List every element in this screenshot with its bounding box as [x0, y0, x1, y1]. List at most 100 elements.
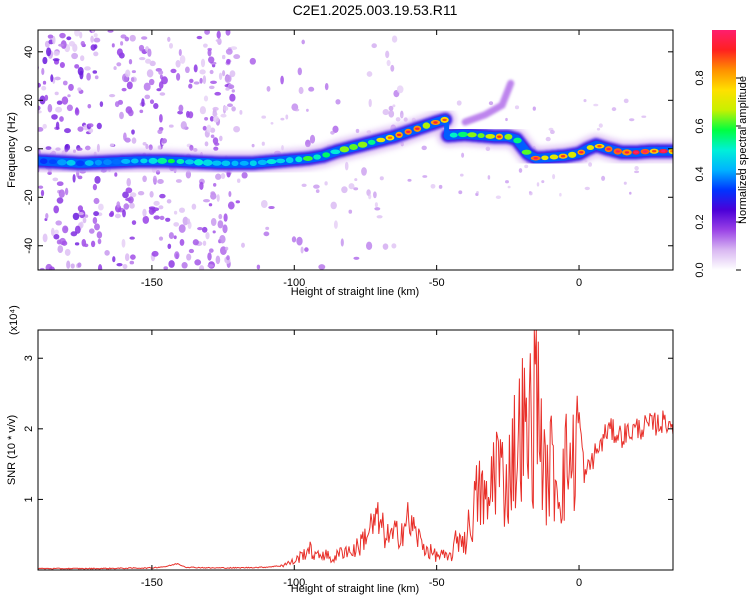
- noise-blob: [61, 96, 69, 105]
- noise-blob: [88, 128, 94, 134]
- noise-blob: [123, 132, 127, 141]
- noise-blob: [379, 176, 384, 181]
- noise-blob: [74, 242, 80, 246]
- noise-blob: [353, 187, 359, 191]
- noise-blob: [208, 56, 215, 64]
- noise-blob: [536, 182, 540, 187]
- noise-blob: [353, 256, 360, 260]
- noise-blob: [90, 35, 94, 43]
- snr-xtick-label: 0: [576, 577, 582, 589]
- noise-blob: [114, 213, 121, 219]
- ridge-peak: [357, 141, 368, 148]
- noise-blob: [186, 218, 191, 225]
- ridge-peak: [157, 157, 168, 164]
- noise-blob: [66, 104, 73, 112]
- noise-blob: [153, 103, 159, 109]
- noise-blob: [532, 106, 536, 111]
- noise-blob: [47, 34, 54, 39]
- noise-blob: [141, 36, 148, 40]
- noise-blob: [335, 99, 341, 105]
- noise-blob: [229, 93, 236, 102]
- ridge-peak: [504, 133, 513, 140]
- noise-blob: [330, 130, 335, 135]
- noise-blob: [64, 144, 69, 153]
- spectrogram-ylabel: Frequency (Hz): [6, 112, 18, 188]
- noise-blob: [83, 243, 89, 248]
- ridge-peak: [302, 155, 313, 162]
- noise-blob: [79, 221, 84, 229]
- noise-blob: [97, 238, 102, 245]
- noise-blob: [58, 189, 65, 198]
- noise-blob: [203, 199, 210, 203]
- noise-blob: [224, 74, 232, 84]
- ridge-peak: [349, 144, 358, 150]
- noise-blob: [77, 262, 82, 268]
- noise-blob: [167, 36, 171, 42]
- noise-blob: [125, 69, 131, 78]
- spectrogram-ytick-label: -40: [23, 238, 35, 254]
- noise-blob: [208, 248, 214, 253]
- noise-blob: [391, 35, 398, 43]
- noise-blob: [368, 98, 372, 108]
- noise-blob: [221, 54, 226, 60]
- spectrogram-ytick-label: -20: [23, 189, 35, 205]
- noise-blob: [438, 184, 443, 189]
- noise-blob: [70, 263, 75, 269]
- noise-blob: [239, 109, 243, 115]
- noise-blob: [57, 245, 64, 253]
- ridge-peak: [285, 157, 294, 164]
- noise-blob: [629, 191, 632, 195]
- noise-blob: [88, 123, 94, 128]
- ridge-peak-core: [606, 147, 611, 151]
- noise-blob: [180, 121, 187, 130]
- noise-blob: [210, 191, 216, 196]
- noise-blob: [220, 172, 226, 180]
- colorbar-label: Normalized spectral amplitude: [737, 76, 749, 224]
- noise-blob: [159, 92, 166, 96]
- noise-blob: [261, 115, 267, 119]
- spectrogram-xtick-label: -50: [429, 277, 445, 289]
- noise-blob: [399, 114, 404, 118]
- noise-blob: [55, 121, 60, 130]
- noise-blob: [152, 207, 160, 212]
- noise-blob: [422, 175, 428, 178]
- noise-blob: [233, 54, 241, 60]
- noise-blob: [114, 172, 118, 177]
- noise-blob: [256, 264, 261, 270]
- noise-blob: [223, 213, 228, 222]
- noise-blob: [119, 111, 124, 120]
- noise-blob: [84, 66, 91, 71]
- noise-blob: [213, 183, 217, 187]
- ridge-peak: [477, 133, 485, 139]
- noise-blob: [216, 194, 220, 202]
- noise-blob: [51, 114, 58, 120]
- noise-blob: [168, 232, 174, 240]
- noise-blob: [193, 148, 198, 152]
- ridge-peak: [193, 159, 204, 166]
- noise-blob: [361, 167, 367, 176]
- noise-blob: [227, 201, 235, 210]
- noise-blob: [584, 186, 590, 191]
- noise-blob: [98, 264, 103, 270]
- noise-blob: [268, 205, 275, 210]
- ridge-peak: [111, 158, 122, 165]
- noise-blob: [270, 121, 274, 125]
- noise-blob: [281, 145, 284, 151]
- noise-blob: [145, 58, 152, 64]
- ridge-peak-core: [633, 151, 639, 154]
- ridge-peak: [467, 132, 477, 138]
- noise-blob: [354, 178, 358, 182]
- noise-blob: [158, 236, 164, 241]
- noise-blob: [38, 185, 44, 189]
- noise-blob: [127, 196, 134, 204]
- noise-blob: [144, 94, 151, 100]
- noise-blob: [216, 30, 221, 39]
- ridge-peak-core: [661, 150, 666, 153]
- noise-blob: [231, 89, 235, 93]
- noise-blob: [623, 98, 629, 104]
- snr-series-line: [38, 330, 673, 570]
- noise-blob: [56, 197, 64, 204]
- noise-blob: [203, 95, 209, 102]
- ridge-peak: [513, 137, 522, 144]
